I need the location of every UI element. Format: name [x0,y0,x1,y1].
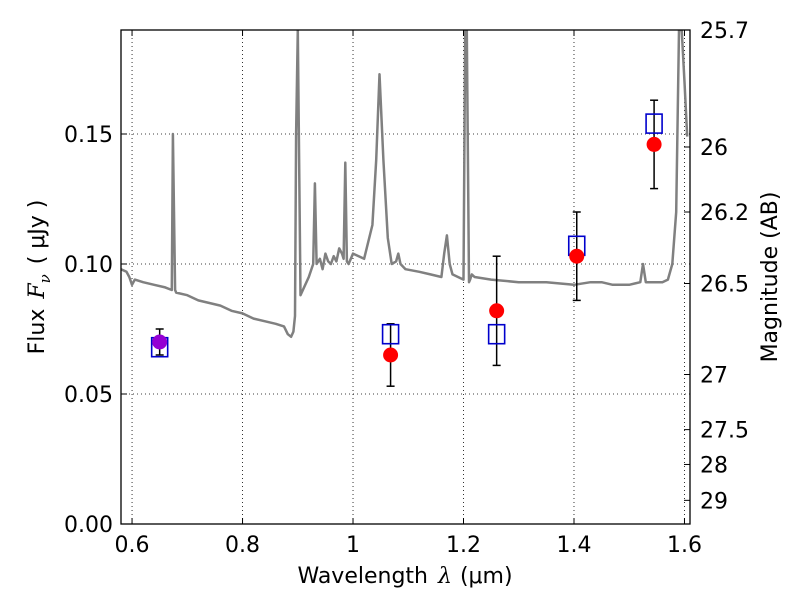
model-photometry-square [645,113,663,134]
model-photometry-square [381,323,400,345]
x-axis-label: Wavelength λ (μm) [297,564,512,589]
y2-tick-label: 26.5 [700,273,749,298]
y-axis-label-f: F [25,283,50,300]
y-axis-label-text: Flux [25,309,50,355]
data-layer [121,30,689,387]
plot-frame [120,29,691,525]
y2-tick-label: 25.7 [700,19,749,44]
y2-tick-label: 29 [700,489,728,514]
x-tick-label: 1.4 [556,533,591,558]
y2-tick-label: 27 [700,364,728,389]
observed-photometry-point [646,136,662,152]
y-tick-label: 0.10 [64,253,113,278]
y2-tick-label: 28 [700,453,728,478]
y-tick-label: 0.05 [64,383,113,408]
x-tick-label: 0.8 [225,533,260,558]
grid [121,30,690,524]
y2-axis-label: Magnitude (AB) [758,192,783,363]
y2-tick-label: 27.5 [700,419,749,444]
y2-tick-label: 26.2 [700,201,749,226]
x-tick-label: 1 [346,533,360,558]
x-tick-label: 1.2 [446,533,481,558]
y-axis-label: Flux Fν ( μJy ) [25,200,54,355]
y-tick-label: 0.15 [64,123,113,148]
x-axis-label-lambda: λ [437,564,452,589]
ticks: 0.6 0.8 1 1.2 1.4 1.6 0.00 0.05 0.10 0.15 25.7 26 26… [64,19,749,558]
y-axis-label-nu: ν [36,274,54,283]
observed-photometry-point [569,248,585,264]
plot-background [121,30,690,524]
spectrum-line [121,30,689,339]
x-axis-label-text: Wavelength [297,564,428,589]
x-tick-label: 0.6 [115,533,150,558]
y2-tick-label: 26 [700,136,728,161]
y-axis-label-unit: ( μJy ) [25,200,50,265]
model-photometry-square [487,323,506,345]
y-tick-label: 0.00 [64,513,113,538]
x-axis-label-unit: (μm) [460,564,513,589]
observed-photometry-point [152,334,168,350]
x-tick-label: 1.6 [667,533,702,558]
observed-photometry-point [383,347,399,363]
observed-photometry-point [489,303,505,319]
